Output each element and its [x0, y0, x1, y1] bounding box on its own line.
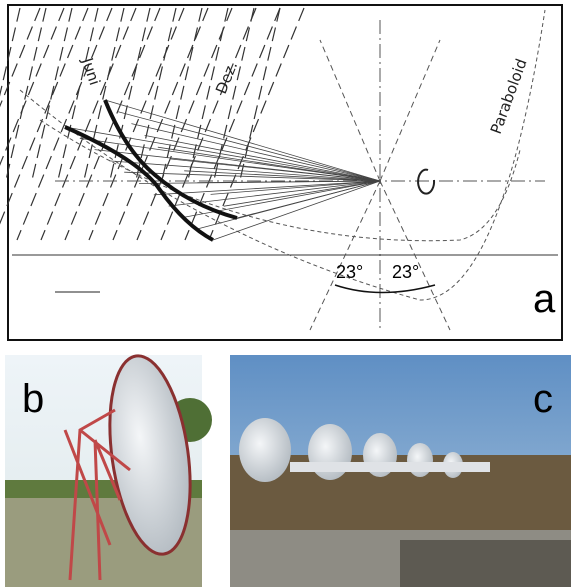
angle-right: 23°: [392, 262, 419, 282]
building-shadow: [400, 540, 571, 587]
panel-tag: c: [533, 377, 553, 421]
panel-a: Juni Dez. Paraboloid 23° 23° a: [0, 5, 562, 340]
panel-c: c: [230, 355, 571, 587]
panel-tag: b: [22, 377, 44, 421]
panel-tag: a: [533, 277, 556, 321]
figure: Juni Dez. Paraboloid 23° 23° a b c: [0, 0, 571, 587]
panel-b: b: [5, 351, 212, 587]
angle-left: 23°: [336, 262, 363, 282]
receiver-pipe: [290, 462, 490, 472]
